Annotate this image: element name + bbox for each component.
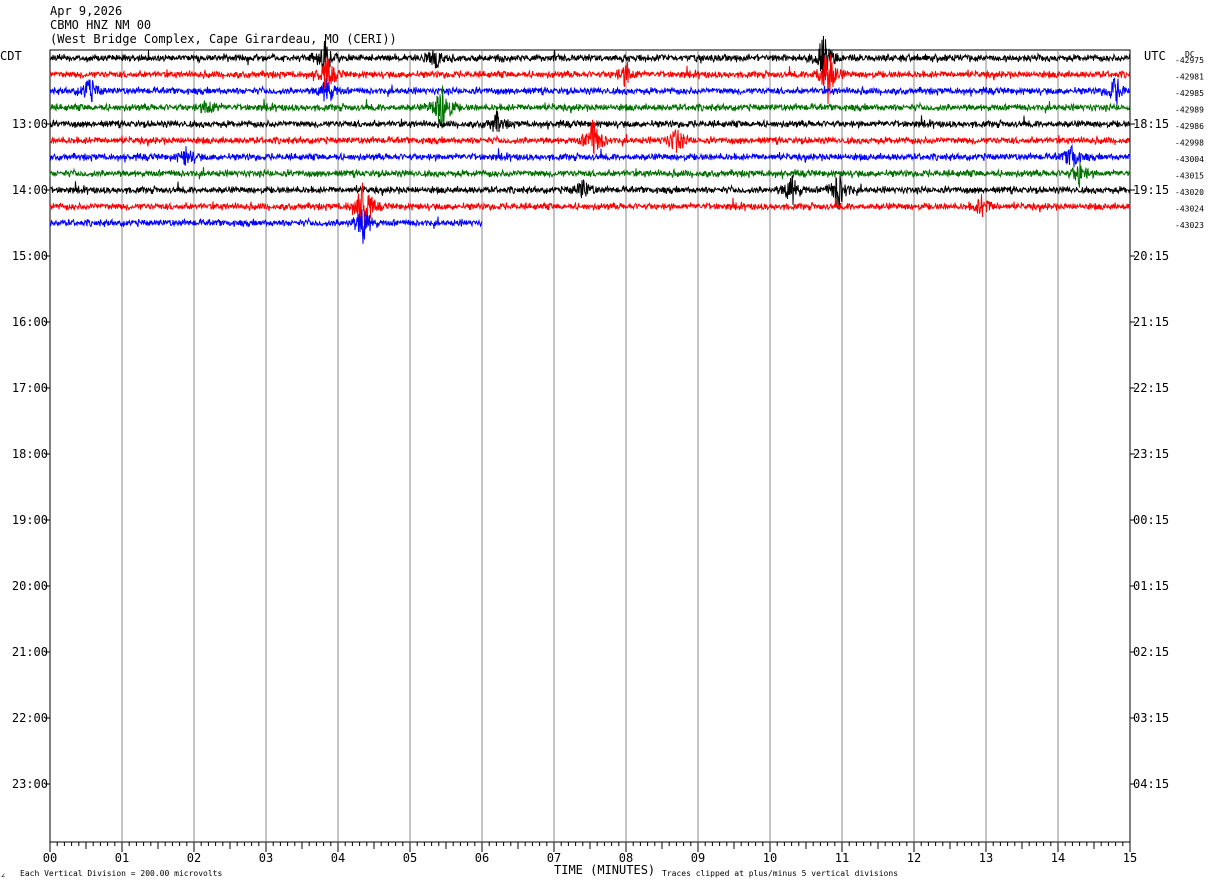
seismic-trace (49, 182, 1131, 235)
seismic-trace (49, 119, 1131, 156)
dc-offset-label: -43023 (1175, 221, 1204, 230)
dc-offset-label: -43004 (1175, 155, 1204, 164)
utc-hour-label: 21:15 (1133, 315, 1169, 329)
dc-label: DC (1185, 50, 1195, 59)
cdt-hour-label: 22:00 (12, 711, 48, 725)
cdt-hour-label: 13:00 (12, 117, 48, 131)
cdt-hour-label: 19:00 (12, 513, 48, 527)
x-tick-label: 07 (547, 851, 561, 865)
cdt-hour-label: 16:00 (12, 315, 48, 329)
cdt-hour-label: 21:00 (12, 645, 48, 659)
x-tick-label: 11 (835, 851, 849, 865)
cdt-hour-label: 20:00 (12, 579, 48, 593)
x-tick-label: 04 (331, 851, 345, 865)
dc-offset-label: -42985 (1175, 89, 1204, 98)
seismic-trace (49, 85, 1131, 129)
x-tick-label: 08 (619, 851, 633, 865)
x-tick-label: 09 (691, 851, 705, 865)
cdt-hour-label: 17:00 (12, 381, 48, 395)
x-tick-label: 02 (187, 851, 201, 865)
cdt-hour-label: 18:00 (12, 447, 48, 461)
seismic-trace (49, 209, 483, 244)
seismic-trace (49, 77, 1131, 106)
utc-hour-label: 22:15 (1133, 381, 1169, 395)
plot-frame (49, 49, 1131, 843)
utc-hour-label: 02:15 (1133, 645, 1169, 659)
dc-offset-label: -42975 (1175, 56, 1204, 65)
seismic-trace (49, 54, 1131, 105)
station-location: (West Bridge Complex, Cape Girardeau, MO… (50, 32, 397, 46)
station-title: CBMO HNZ NM 00 (50, 18, 152, 32)
cdt-hour-label: 14:00 (12, 183, 48, 197)
utc-hour-label: 18:15 (1133, 117, 1169, 131)
corner-mark: ∠ (1, 872, 5, 880)
utc-hour-label: 01:15 (1133, 579, 1169, 593)
utc-hour-label: 23:15 (1133, 447, 1169, 461)
x-tick-label: 14 (1051, 851, 1065, 865)
x-tick-label: 13 (979, 851, 993, 865)
dc-offset-label: -43024 (1175, 205, 1204, 214)
x-axis-title: TIME (MINUTES) (554, 863, 655, 877)
scale-note: Each Vertical Division = 200.00 microvol… (20, 869, 222, 878)
dc-offset-label: -42986 (1175, 122, 1204, 131)
clip-note: Traces clipped at plus/minus 5 vertical … (662, 869, 898, 878)
cdt-axis-label: CDT (0, 49, 22, 63)
seismic-trace (49, 175, 1131, 210)
utc-hour-label: 19:15 (1133, 183, 1169, 197)
utc-hour-label: 00:15 (1133, 513, 1169, 527)
dc-offset-label: -42989 (1175, 106, 1204, 115)
dc-offset-label: -43015 (1175, 172, 1204, 181)
seismic-trace (49, 35, 1131, 79)
chart-date: Apr 9,2026 (50, 4, 123, 18)
x-tick-label: 15 (1123, 851, 1137, 865)
x-tick-label: 12 (907, 851, 921, 865)
utc-hour-label: 20:15 (1133, 249, 1169, 263)
utc-axis-label: UTC (1144, 49, 1166, 63)
utc-hour-label: 03:15 (1133, 711, 1169, 725)
cdt-hour-label: 15:00 (12, 249, 48, 263)
dc-offset-label: -42981 (1175, 73, 1204, 82)
dc-offset-label: -43020 (1175, 188, 1204, 197)
x-tick-label: 00 (43, 851, 57, 865)
seismic-trace (49, 161, 1131, 188)
x-tick-label: 05 (403, 851, 417, 865)
seismic-trace (49, 143, 1131, 168)
x-tick-label: 03 (259, 851, 273, 865)
dc-offset-label: -42998 (1175, 139, 1204, 148)
x-tick-label: 01 (115, 851, 129, 865)
x-tick-label: 06 (475, 851, 489, 865)
x-tick-label: 10 (763, 851, 777, 865)
seismic-trace (49, 110, 1131, 133)
utc-hour-label: 04:15 (1133, 777, 1169, 791)
cdt-hour-label: 23:00 (12, 777, 48, 791)
